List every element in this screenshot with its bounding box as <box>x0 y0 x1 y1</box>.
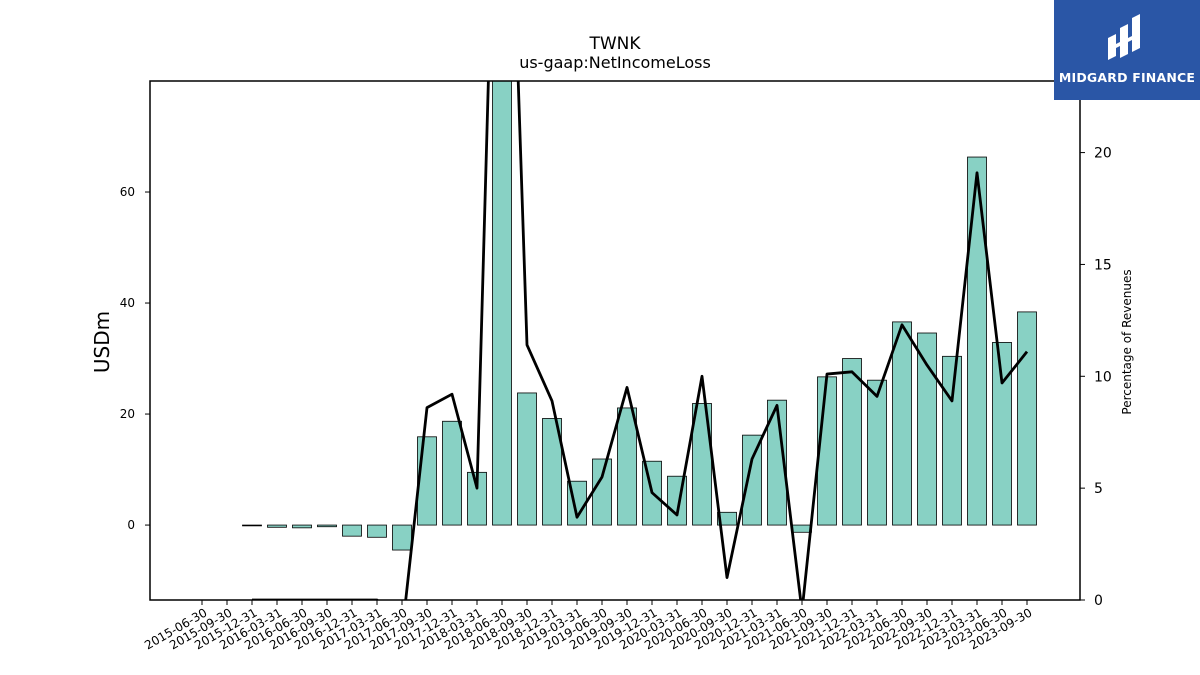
y-tick-label: 60 <box>120 185 135 199</box>
bars-layer <box>242 80 1037 551</box>
bar <box>617 407 637 526</box>
bar <box>492 80 512 526</box>
plot-frame <box>149 80 1081 601</box>
bar <box>942 355 962 526</box>
bar <box>392 524 412 551</box>
bar <box>542 418 562 526</box>
bar <box>842 358 862 526</box>
y2-tick-label: 0 <box>1094 593 1103 609</box>
midgard-logo-icon <box>1108 14 1140 60</box>
bar <box>717 511 737 526</box>
x-axis: 2015-06-302015-09-302015-12-312016-03-31… <box>142 600 1035 652</box>
y2-tick-label: 10 <box>1094 369 1112 385</box>
right-axis: 0 5 10 15 20 <box>1080 146 1112 609</box>
bar <box>817 376 837 526</box>
bar <box>242 524 262 527</box>
left-axis: 0 20 40 60 <box>120 185 150 532</box>
y2-tick-label: 20 <box>1094 146 1112 162</box>
bar <box>692 403 712 526</box>
logo-text: MIDGARD FINANCE <box>1058 70 1196 85</box>
y-axis-label: USDm <box>90 311 114 373</box>
bar <box>267 524 287 528</box>
bar <box>1017 311 1037 526</box>
bar <box>442 420 462 526</box>
bar <box>867 379 887 526</box>
bar <box>367 524 387 538</box>
bar <box>317 524 337 528</box>
bar <box>517 392 537 526</box>
line-layer <box>252 81 1029 600</box>
bar <box>292 524 312 529</box>
bar <box>342 524 362 537</box>
chart-title: TWNK <box>588 34 641 54</box>
y-tick-label: 20 <box>120 407 135 421</box>
bar <box>742 434 762 526</box>
bar <box>967 156 987 526</box>
bar <box>892 321 912 526</box>
bar <box>992 342 1012 526</box>
y-tick-label: 40 <box>120 296 135 310</box>
bar <box>917 332 937 526</box>
midgard-finance-logo: MIDGARD FINANCE <box>1054 0 1200 100</box>
pct-line <box>252 81 1029 600</box>
bar <box>767 399 787 526</box>
chart-subtitle: us-gaap:NetIncomeLoss <box>519 53 711 72</box>
y2-axis-label: Percentage of Revenues <box>1120 269 1134 414</box>
bar <box>417 436 437 526</box>
bar <box>592 458 612 526</box>
y2-tick-label: 15 <box>1094 257 1112 273</box>
bar <box>792 524 812 533</box>
y-tick-label: 0 <box>127 518 135 532</box>
y2-tick-label: 5 <box>1094 481 1103 497</box>
